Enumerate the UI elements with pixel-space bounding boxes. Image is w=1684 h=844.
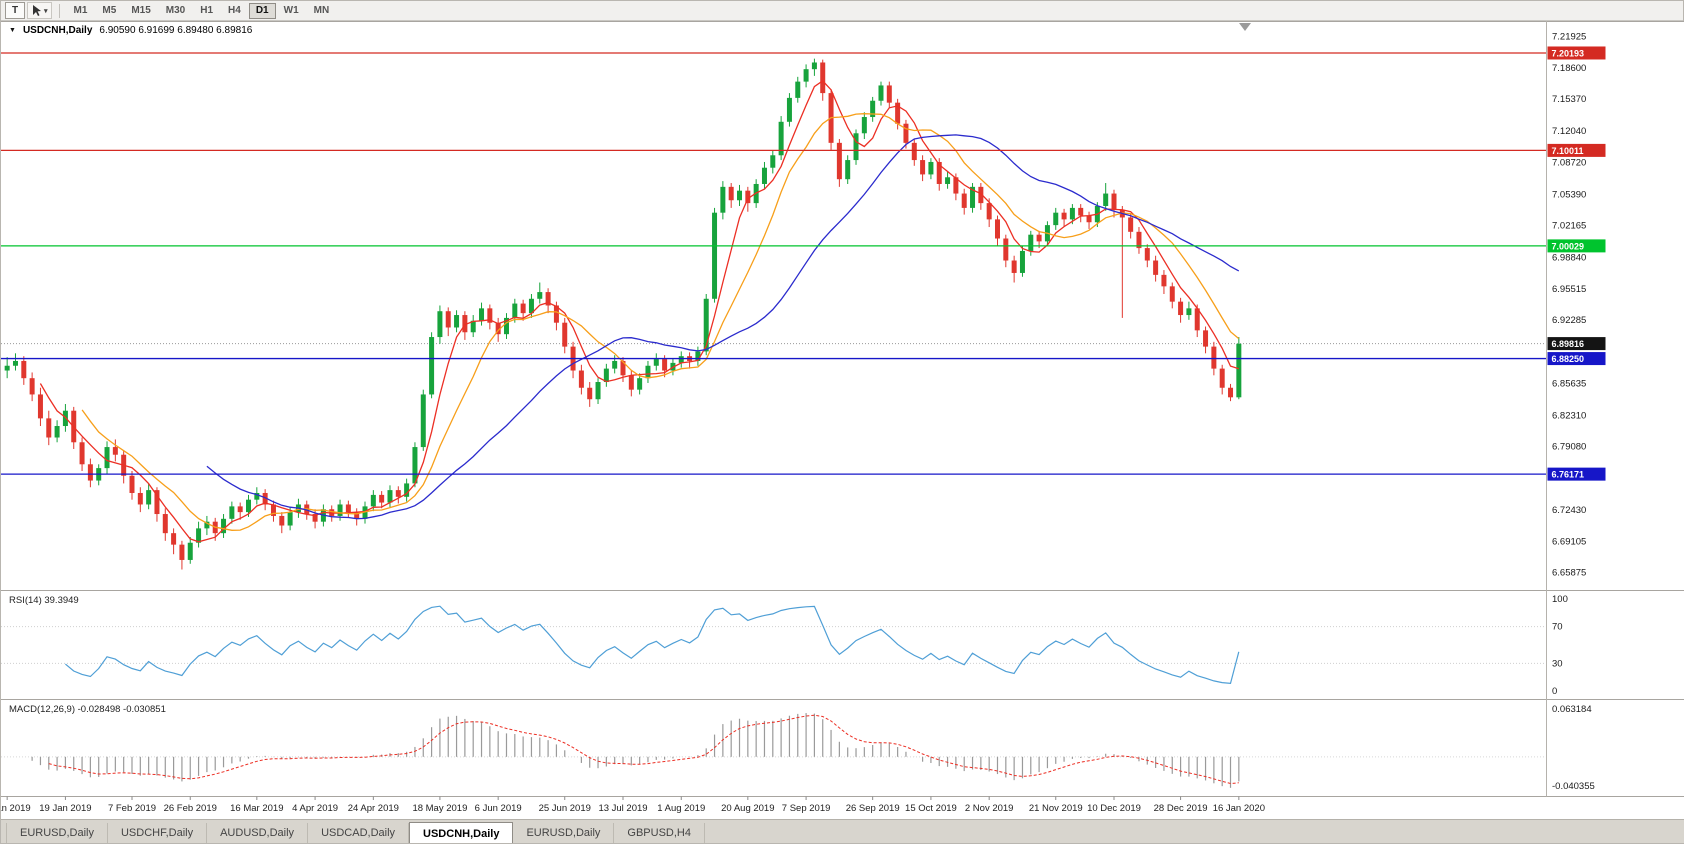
chart-menu-icon[interactable]: ▼	[9, 27, 16, 34]
svg-text:7.05390: 7.05390	[1552, 190, 1586, 201]
svg-text:16 Mar 2019: 16 Mar 2019	[230, 803, 283, 814]
svg-text:7.10011: 7.10011	[1552, 146, 1584, 156]
svg-text:6 Jun 2019: 6 Jun 2019	[475, 803, 522, 814]
medium-ma-line	[81, 113, 1240, 531]
svg-text:6.72430: 6.72430	[1552, 505, 1586, 516]
svg-text:6.92285: 6.92285	[1552, 315, 1586, 326]
svg-text:7 Sep 2019: 7 Sep 2019	[782, 803, 831, 814]
svg-text:6.88250: 6.88250	[1552, 354, 1585, 364]
svg-text:18 May 2019: 18 May 2019	[412, 803, 467, 814]
date-axis: 1 Jan 2019 19 Jan 2019 7 Feb 2019 26 Feb 20…	[1, 796, 1265, 814]
level-badge-6.76171	[1547, 467, 1606, 481]
tab-eurusd-daily-5[interactable]: EURUSD,Daily	[513, 823, 615, 843]
svg-text:26 Feb 2019: 26 Feb 2019	[164, 803, 217, 814]
tab-usdchf-daily-1[interactable]: USDCHF,Daily	[108, 823, 208, 843]
slow-ma-line	[206, 134, 1240, 520]
timeframe-m5-button[interactable]: M5	[95, 3, 123, 19]
svg-text:6.69105: 6.69105	[1552, 537, 1586, 548]
svg-text:7.12040: 7.12040	[1552, 126, 1586, 137]
svg-text:13 Jul 2019: 13 Jul 2019	[598, 803, 647, 814]
svg-text:6.82310: 6.82310	[1552, 410, 1586, 421]
chart-symbol-label: USDCNH,Daily	[22, 25, 93, 36]
level-badge-6.88250	[1547, 352, 1606, 366]
svg-text:6.79080: 6.79080	[1552, 441, 1586, 452]
svg-text:24 Apr 2019: 24 Apr 2019	[348, 803, 399, 814]
timeframe-h4-button[interactable]: H4	[221, 3, 248, 19]
chart-tabs: EURUSD,Daily USDCHF,Daily AUDUSD,Daily USDC…	[6, 822, 705, 843]
svg-text:100: 100	[1552, 594, 1568, 605]
candles	[4, 58, 1242, 570]
svg-text:0.063184: 0.063184	[1552, 704, 1592, 715]
svg-text:19 Jan 2019: 19 Jan 2019	[39, 803, 91, 814]
chevron-down-icon: ▾	[44, 7, 48, 15]
svg-text:0: 0	[1552, 686, 1557, 697]
macd-signal-line	[48, 714, 1239, 785]
svg-text:6.98840: 6.98840	[1552, 252, 1586, 263]
toolbar-separator	[58, 3, 60, 18]
rsi-label: RSI(14) 39.3949	[9, 595, 79, 606]
svg-text:6.85635: 6.85635	[1552, 379, 1586, 390]
tab-gbpusd-h4-6[interactable]: GBPUSD,H4	[614, 823, 705, 843]
macd-label: MACD(12,26,9) -0.028498 -0.030851	[9, 704, 166, 715]
svg-text:7.15370: 7.15370	[1552, 94, 1586, 105]
svg-text:20 Aug 2019: 20 Aug 2019	[721, 803, 774, 814]
level-badge-7.00029	[1547, 239, 1606, 253]
tab-usdcnh-daily-4[interactable]: USDCNH,Daily	[409, 822, 514, 843]
svg-text:7.18600: 7.18600	[1552, 63, 1586, 74]
svg-text:2 Nov 2019: 2 Nov 2019	[965, 803, 1014, 814]
svg-text:70: 70	[1552, 622, 1563, 633]
timeframe-h1-button[interactable]: H1	[193, 3, 220, 19]
svg-text:1 Jan 2019: 1 Jan 2019	[1, 803, 31, 814]
svg-text:7.21925: 7.21925	[1552, 31, 1586, 42]
svg-text:7.00029: 7.00029	[1552, 241, 1585, 251]
chart-title: ▼ USDCNH,Daily 6.90590 6.91699 6.89480 6…	[9, 25, 252, 36]
chart-tab-bar: EURUSD,Daily USDCHF,Daily AUDUSD,Daily USDC…	[1, 819, 1684, 843]
svg-text:6.95515: 6.95515	[1552, 284, 1586, 295]
fast-ma-line	[39, 80, 1240, 543]
svg-text:4 Apr 2019: 4 Apr 2019	[292, 803, 338, 814]
tab-eurusd-daily-0[interactable]: EURUSD,Daily	[6, 823, 108, 843]
svg-text:10 Dec 2019: 10 Dec 2019	[1087, 803, 1141, 814]
chart-canvas[interactable]: 7.20193 7.10011 7.00029 6.88250 6.76171 6.898…	[1, 21, 1684, 821]
pointer-tool-icon	[33, 5, 41, 16]
svg-text:26 Sep 2019: 26 Sep 2019	[846, 803, 900, 814]
level-badge-7.10011	[1547, 143, 1606, 157]
chart-ohlc-values: 6.90590 6.91699 6.89480 6.89816	[99, 25, 253, 36]
timeframe-d1-button[interactable]: D1	[248, 2, 276, 19]
svg-text:7.08720: 7.08720	[1552, 158, 1586, 169]
svg-text:6.76171: 6.76171	[1552, 470, 1585, 480]
svg-text:28 Dec 2019: 28 Dec 2019	[1154, 803, 1208, 814]
chart-window: 7.20193 7.10011 7.00029 6.88250 6.76171 6.898…	[1, 21, 1684, 821]
macd-histogram	[31, 713, 1240, 788]
svg-text:15 Oct 2019: 15 Oct 2019	[905, 803, 957, 814]
timeframe-m1-button[interactable]: M1	[67, 3, 95, 19]
text-tool-button[interactable]: T	[5, 2, 25, 19]
top-toolbar: T ▾ M1 M5 M15 M30 H1 H4 D1 W1 MN	[1, 1, 1683, 21]
timeframe-w1-button[interactable]: W1	[277, 3, 306, 19]
level-badge-7.20193	[1547, 46, 1606, 60]
tab-usdcad-daily-3[interactable]: USDCAD,Daily	[308, 823, 410, 843]
svg-text:6.65875: 6.65875	[1552, 568, 1586, 579]
svg-text:7 Feb 2019: 7 Feb 2019	[108, 803, 156, 814]
chart-shift-marker[interactable]	[1239, 23, 1251, 31]
svg-text:25 Jun 2019: 25 Jun 2019	[539, 803, 591, 814]
svg-text:30: 30	[1552, 658, 1563, 669]
timeframe-m15-button[interactable]: M15	[124, 3, 157, 19]
current-price-badge	[1547, 337, 1606, 351]
svg-text:7.20193: 7.20193	[1552, 48, 1585, 58]
svg-text:7.02165: 7.02165	[1552, 220, 1586, 231]
timeframe-buttons: M1 M5 M15 M30 H1 H4 D1 W1 MN	[67, 2, 337, 19]
timeframe-mn-button[interactable]: MN	[307, 3, 337, 19]
svg-text:16 Jan 2020: 16 Jan 2020	[1213, 803, 1265, 814]
svg-text:21 Nov 2019: 21 Nov 2019	[1029, 803, 1083, 814]
svg-text:-0.040355: -0.040355	[1552, 781, 1595, 792]
tab-audusd-daily-2[interactable]: AUDUSD,Daily	[207, 823, 309, 843]
rsi-line	[65, 605, 1240, 685]
svg-text:6.89816: 6.89816	[1552, 339, 1585, 349]
timeframe-m30-button[interactable]: M30	[159, 3, 192, 19]
pointer-tool-button[interactable]: ▾	[27, 2, 52, 19]
svg-text:1 Aug 2019: 1 Aug 2019	[657, 803, 705, 814]
